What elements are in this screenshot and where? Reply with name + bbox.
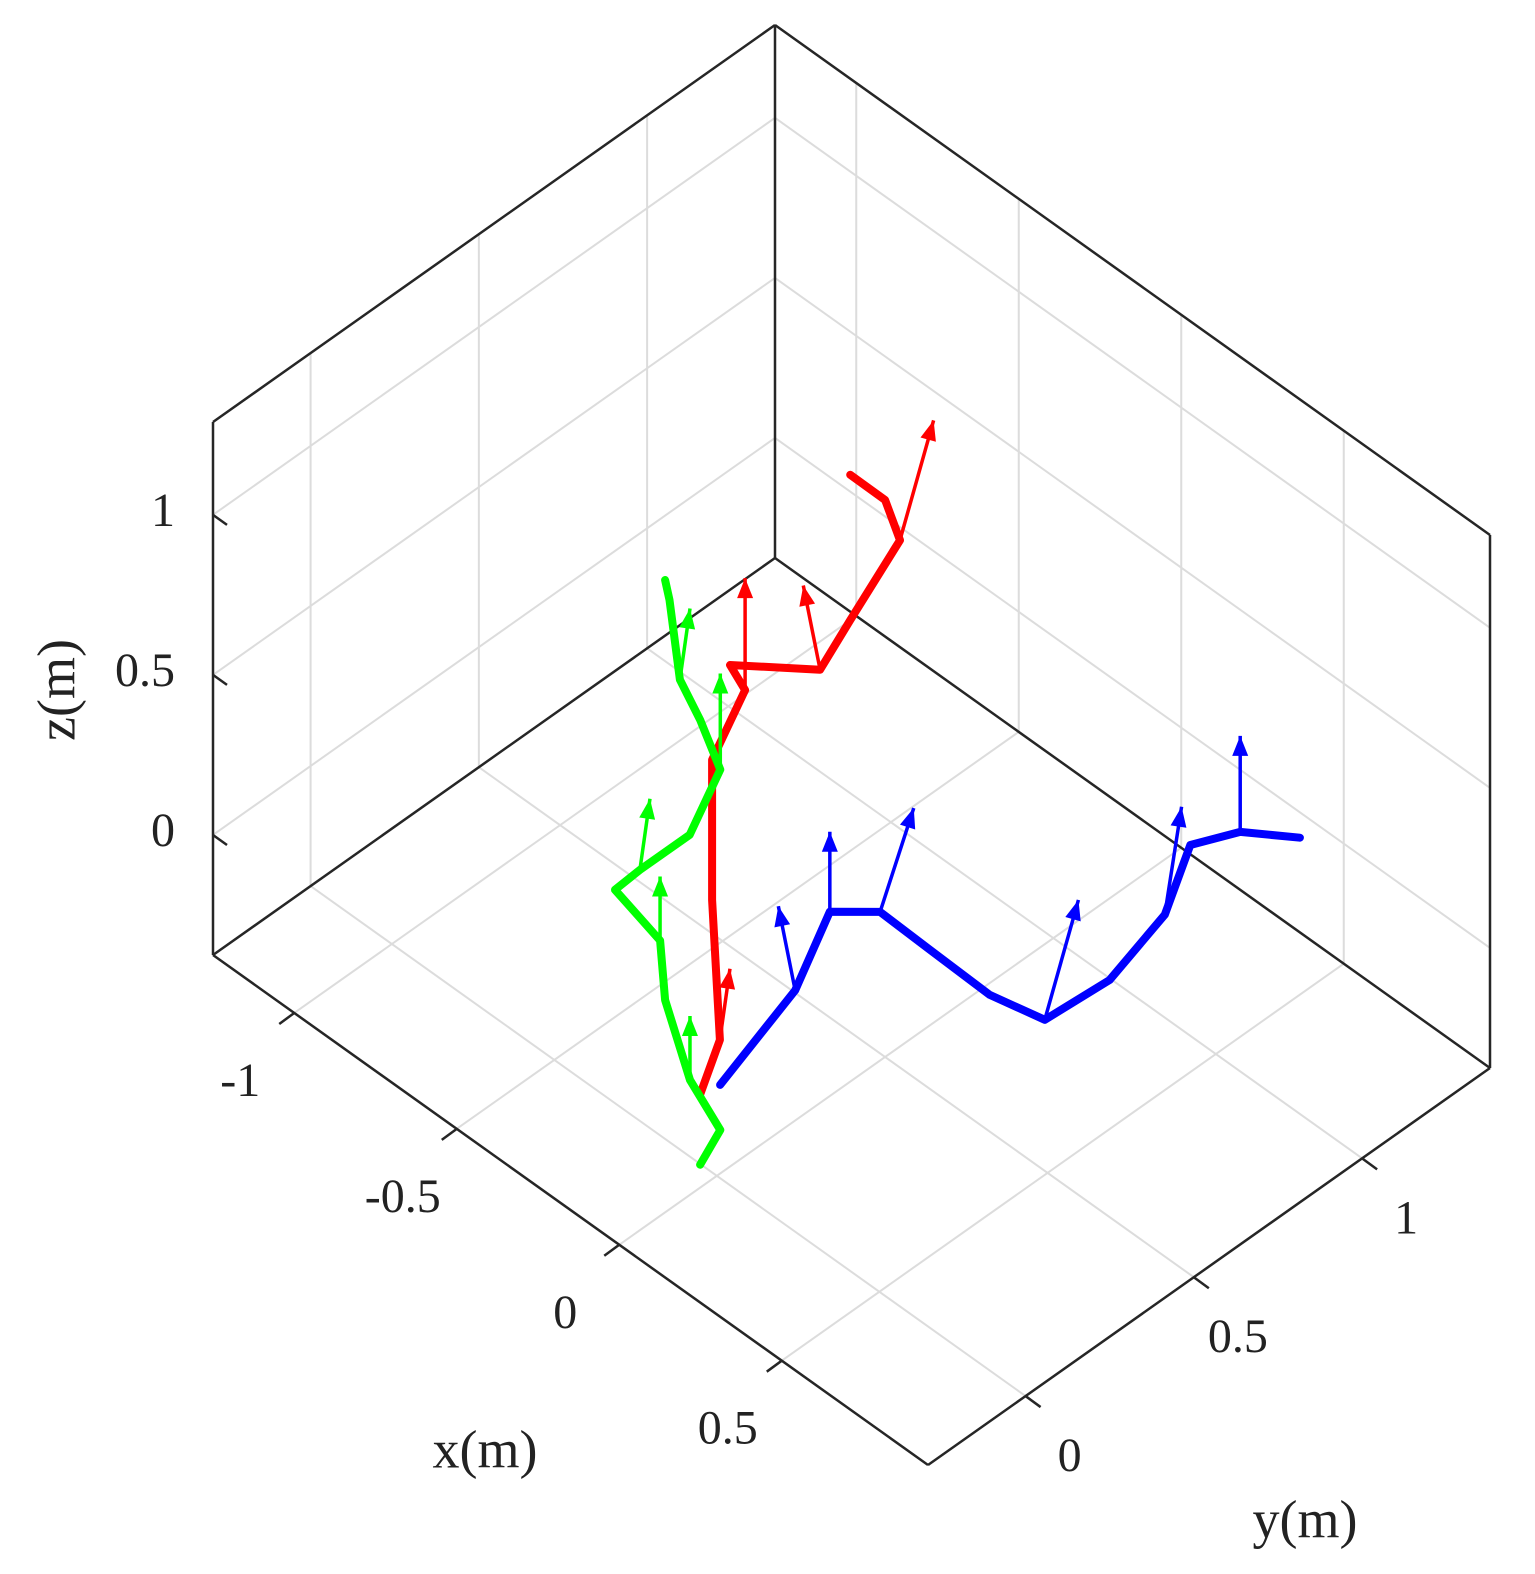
grid [212, 82, 1491, 1397]
grid-line [310, 885, 1027, 1397]
z-tick [212, 673, 228, 686]
arrow [898, 419, 936, 541]
grid-line [212, 117, 776, 516]
arrow-head [712, 673, 729, 694]
grid-line [212, 277, 776, 676]
box-edge [212, 23, 776, 424]
grid-line [774, 117, 1491, 629]
y-tick-label: 1 [1394, 1191, 1418, 1244]
x-tick [441, 1127, 458, 1141]
arrow-head [737, 578, 754, 599]
arrow-head [639, 798, 656, 820]
x-tick-label: 0 [553, 1286, 577, 1339]
x-tick-label: -0.5 [365, 1170, 441, 1223]
arrow [1043, 899, 1081, 1021]
grid-line [781, 962, 1345, 1362]
box-edge [927, 1066, 1491, 1467]
arrow-head [719, 968, 736, 990]
y-tick [1193, 1276, 1210, 1290]
grid-line [618, 846, 1182, 1246]
box-edge [774, 556, 1491, 1070]
y-tick [1024, 1395, 1042, 1409]
z-tick-label: 0.5 [115, 644, 175, 697]
arrow-head [899, 808, 916, 830]
y-tick-label: 0 [1058, 1429, 1082, 1482]
z-axis-title: z(m) [26, 639, 86, 741]
z-tick-label: 0 [151, 804, 175, 857]
box-edge [774, 23, 1491, 537]
arrow-head [821, 831, 838, 852]
arrow-head [1232, 735, 1249, 756]
arrow-head [799, 585, 816, 607]
grid-line [293, 615, 857, 1014]
trajectory [716, 827, 1304, 1089]
x-tick-label: 0.5 [698, 1402, 758, 1455]
trajectory [696, 470, 904, 1099]
grid-line [774, 277, 1491, 789]
arrow-head [652, 876, 669, 897]
y-axis-title: y(m) [1253, 1489, 1358, 1549]
z-tick [212, 513, 228, 526]
grid-line [646, 647, 1363, 1160]
box [211, 23, 1492, 1467]
arrow-head [920, 420, 936, 442]
grid-line [212, 437, 776, 836]
y-tick-label: 0.5 [1208, 1310, 1268, 1363]
x-axis-title: x(m) [433, 1419, 538, 1479]
z-tick-label: 1 [151, 484, 175, 537]
arrow-head [1065, 899, 1081, 922]
grid-line [478, 766, 1195, 1279]
x-tick [603, 1243, 620, 1257]
box-edge [212, 953, 929, 1467]
arrow-head [1170, 806, 1187, 828]
z-tick [212, 833, 228, 846]
arrow-head [679, 608, 696, 630]
grid-line [456, 731, 1020, 1130]
x-tick-label: -1 [220, 1054, 260, 1107]
axes: -1 -0.5 0 0.5 0 0.5 1 0 0.5 1 [115, 484, 1418, 1482]
arrow-head [774, 906, 791, 928]
x-tick [278, 1011, 295, 1025]
plot-area [611, 419, 1304, 1169]
arrow-head [681, 1015, 698, 1036]
y-tick [1361, 1157, 1378, 1171]
x-tick [766, 1359, 783, 1373]
